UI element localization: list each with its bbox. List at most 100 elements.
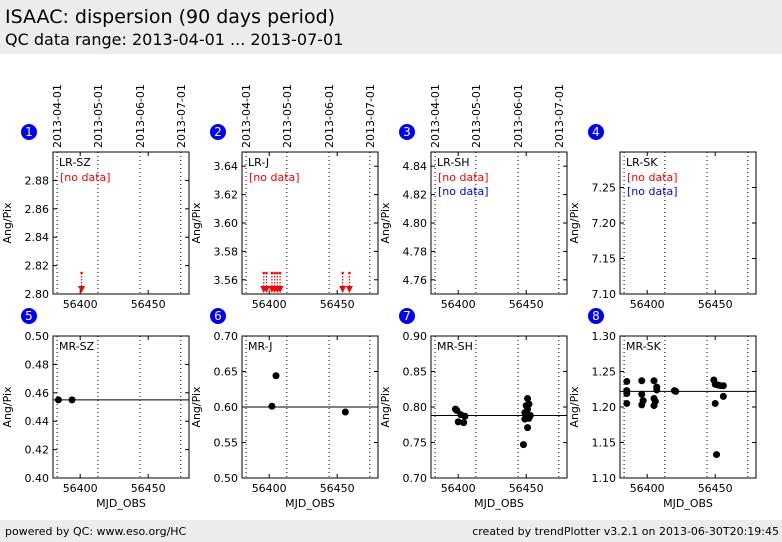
y-tick-label: 0.90 [403, 330, 428, 343]
out-of-range-arrow-head [276, 286, 284, 293]
no-data-note: [no data] [438, 185, 489, 198]
panel-number: 4 [592, 125, 600, 139]
x-tick-label: 56400 [441, 482, 476, 495]
data-point [623, 390, 631, 398]
data-point [68, 396, 76, 404]
date-tick-label: 2013-06-01 [134, 84, 147, 148]
y-tick-label: 0.44 [25, 415, 50, 428]
panel-number-badge [210, 124, 226, 140]
x-axis-label: MJD_OBS [96, 497, 146, 510]
y-axis-label: Ang/Pix [568, 202, 581, 244]
y-tick-label: 1.30 [592, 330, 617, 343]
panel-label: MR-SH [437, 340, 473, 353]
data-point [713, 451, 721, 459]
y-tick-label: 2.88 [25, 174, 50, 187]
plot-panel-1: 2.80 2.82 2.84 2.86 2.88 56400 56450 2013-04-01… [1, 84, 190, 311]
y-tick-label: 3.56 [214, 274, 239, 287]
y-tick-label: 0.70 [403, 472, 428, 485]
header-bar: ISAAC: dispersion (90 days period) QC da… [0, 0, 782, 54]
page-subtitle: QC data range: 2013-04-01 ... 2013-07-01 [5, 30, 344, 49]
y-tick-label: 0.42 [25, 444, 50, 457]
y-tick-label: 3.62 [214, 189, 239, 202]
date-tick-label: 2013-07-01 [364, 84, 377, 148]
y-tick-label: 0.75 [403, 437, 428, 450]
x-axis-label: MJD_OBS [474, 497, 524, 510]
panel-number: 6 [214, 309, 222, 323]
y-tick-label: 4.80 [403, 217, 428, 230]
date-tick-label: 2013-07-01 [553, 84, 566, 148]
data-point [525, 400, 533, 408]
panel-number-badge [588, 308, 604, 324]
data-point [653, 386, 661, 394]
y-tick-label: 1.15 [592, 437, 617, 450]
y-tick-label: 0.85 [403, 366, 428, 379]
y-tick-label: 0.65 [214, 366, 239, 379]
data-point [638, 390, 646, 398]
plot-panel-5: 0.40 0.42 0.44 0.46 0.48 0.50 56400 56450 Ang/Pi… [1, 308, 190, 510]
panel-number-badge [399, 124, 415, 140]
data-point [460, 419, 468, 427]
date-tick-label: 2013-07-01 [175, 84, 188, 148]
y-tick-label: 0.55 [214, 437, 239, 450]
data-point [526, 412, 534, 420]
date-tick-label: 2013-05-01 [92, 84, 105, 148]
date-tick-label: 2013-04-01 [429, 84, 442, 148]
y-axis-label: Ang/Pix [379, 202, 392, 244]
no-data-note: [no data] [627, 171, 678, 184]
panel-number-badge [399, 308, 415, 324]
panel-label: MR-J [248, 340, 273, 353]
y-tick-label: 0.50 [25, 330, 50, 343]
page-title: ISAAC: dispersion (90 days period) [5, 6, 336, 28]
data-point [519, 441, 527, 449]
data-point [524, 424, 532, 432]
panel-label: LR-SK [626, 156, 658, 169]
data-point [650, 377, 658, 385]
x-axis-label: MJD_OBS [285, 497, 335, 510]
plot-panel-7: 0.70 0.75 0.80 0.85 0.90 56400 56450 Ang/Pix MJD… [379, 308, 568, 510]
data-point [461, 412, 469, 420]
y-tick-label: 0.40 [25, 472, 50, 485]
data-point [719, 382, 727, 390]
data-point [638, 377, 646, 385]
x-tick-label: 56400 [252, 298, 287, 311]
date-tick-label: 2013-06-01 [512, 84, 525, 148]
y-tick-label: 1.10 [592, 472, 617, 485]
no-data-note: [no data] [249, 171, 300, 184]
panel-number: 8 [592, 309, 600, 323]
x-tick-label: 56450 [509, 482, 544, 495]
panel-number: 5 [25, 309, 33, 323]
y-tick-label: 2.86 [25, 203, 50, 216]
data-point [272, 372, 280, 380]
x-tick-label: 56400 [63, 298, 98, 311]
panel-label: LR-J [248, 156, 269, 169]
date-tick-label: 2013-05-01 [281, 84, 294, 148]
x-tick-label: 56400 [630, 298, 665, 311]
x-tick-label: 56450 [131, 298, 166, 311]
y-tick-label: 0.60 [214, 401, 239, 414]
y-tick-label: 1.20 [592, 401, 617, 414]
out-of-range-arrow-tail [348, 271, 351, 275]
y-axis-label: Ang/Pix [379, 386, 392, 428]
data-point [54, 396, 62, 404]
panel-label: MR-SK [626, 340, 662, 353]
y-tick-label: 0.80 [403, 401, 428, 414]
panel-label: LR-SH [437, 156, 470, 169]
x-tick-label: 56400 [441, 298, 476, 311]
y-tick-label: 4.82 [403, 189, 428, 202]
y-tick-label: 0.50 [214, 472, 239, 485]
out-of-range-arrow-head [339, 286, 347, 293]
y-tick-label: 4.76 [403, 274, 428, 287]
x-tick-label: 56450 [698, 482, 733, 495]
panel-number-badge [210, 308, 226, 324]
x-tick-label: 56450 [131, 482, 166, 495]
x-tick-label: 56400 [63, 482, 98, 495]
out-of-range-arrow-head [262, 286, 270, 293]
y-tick-label: 7.25 [592, 182, 617, 195]
footer-generator: created by trendPlotter v3.2.1 on 2013-0… [472, 525, 779, 538]
y-axis-label: Ang/Pix [1, 386, 14, 428]
plot-panel-3: 4.76 4.78 4.80 4.82 4.84 56400 56450 2013-04-01… [379, 84, 568, 311]
y-tick-label: 7.15 [592, 253, 617, 266]
date-tick-label: 2013-04-01 [51, 84, 64, 148]
x-tick-label: 56450 [320, 482, 355, 495]
